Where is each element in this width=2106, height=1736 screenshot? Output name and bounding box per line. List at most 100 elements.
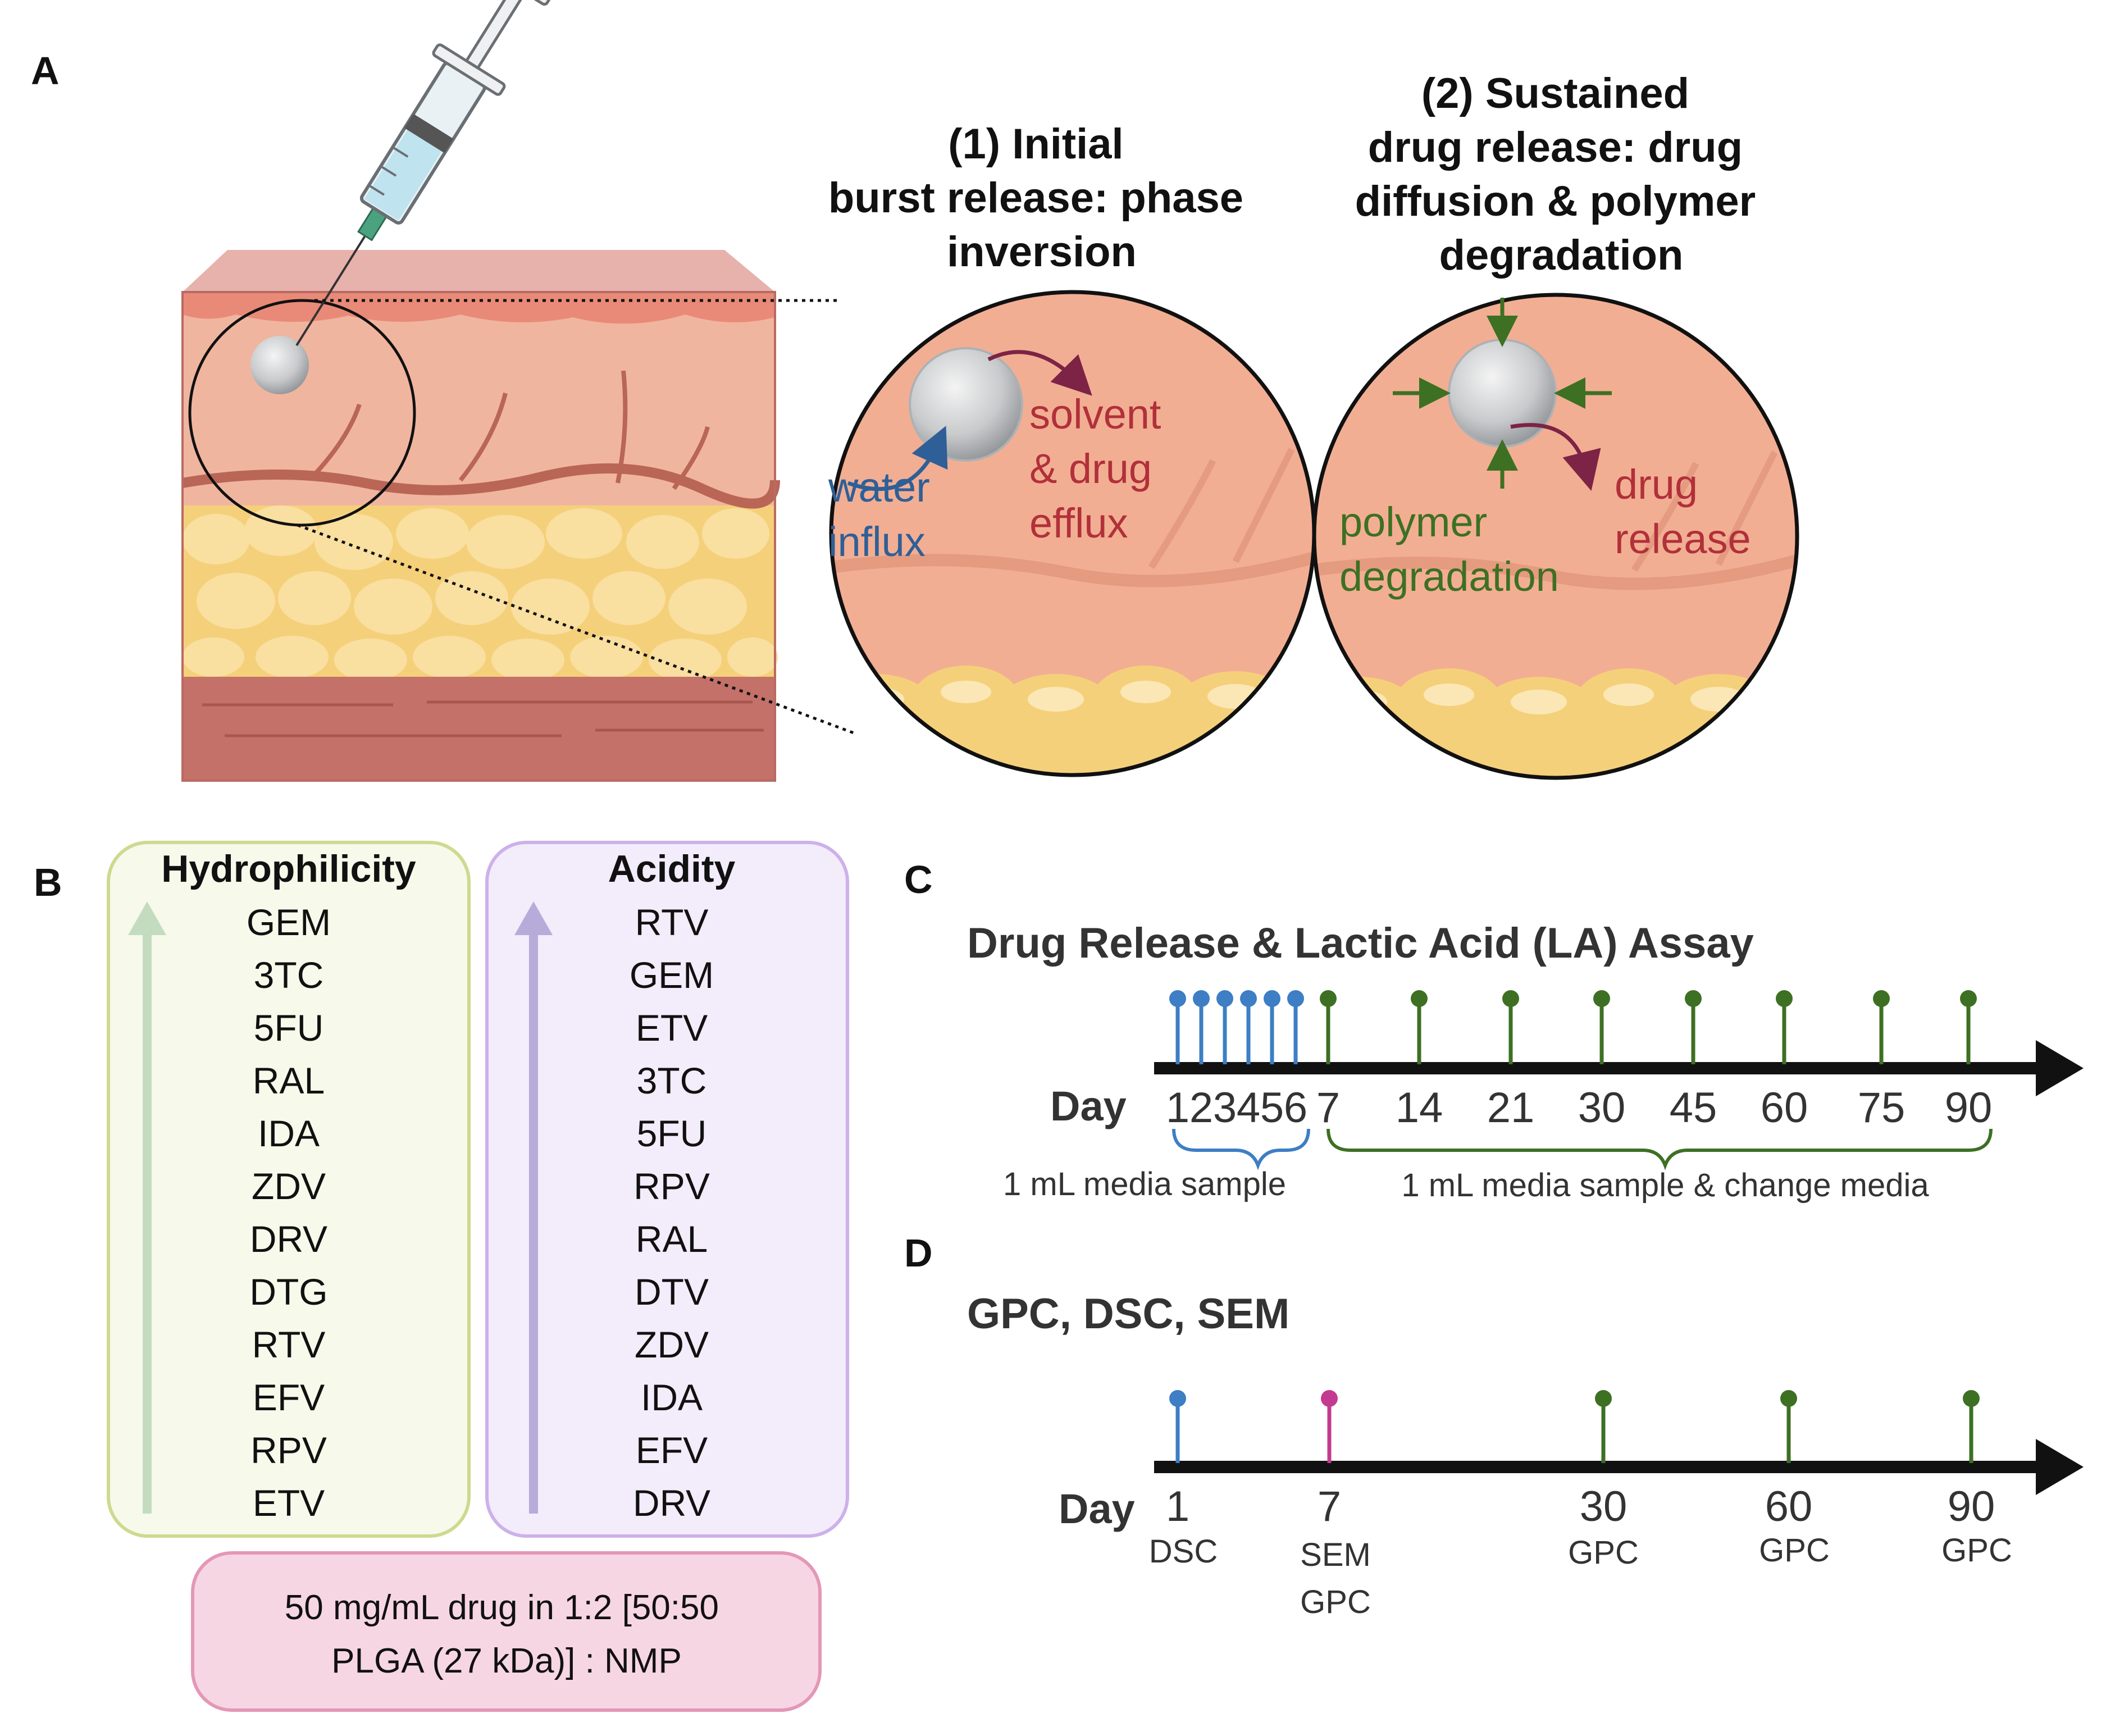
hydrophilicity-item: 3TC	[254, 954, 324, 996]
sample-stem	[1193, 990, 1210, 1064]
skin-top-surface	[183, 250, 775, 292]
assay-label: SEM	[1300, 1537, 1371, 1573]
acidity-item: RPV	[633, 1165, 710, 1207]
day-tick: 6	[1284, 1084, 1307, 1132]
blood-vessel	[181, 463, 780, 509]
hydrophilicity-item: IDA	[258, 1113, 320, 1154]
zoom-circle	[188, 299, 416, 527]
depot-bubble	[250, 336, 309, 394]
water-influx-arrow	[847, 426, 948, 491]
assay-stem	[1963, 1390, 1980, 1463]
day-tick: 1	[1166, 1084, 1189, 1132]
sample-stem	[1960, 990, 1977, 1064]
panel-c-arrowhead	[2036, 1040, 2084, 1096]
daily-sample-brace	[1172, 1128, 1310, 1170]
sample-stem	[1320, 990, 1337, 1064]
hydrophilicity-list: GEM 3TC 5FU RAL IDA ZDV DRV DTG RTV EFV …	[247, 901, 331, 1524]
day-tick: 7	[1318, 1483, 1341, 1530]
panel-d-day-label: Day	[1059, 1486, 1135, 1532]
formulation-text: 50 mg/mL drug in 1:2 [50:50 PLGA (27 kDa…	[285, 1588, 728, 1680]
day-tick: 7	[1316, 1084, 1340, 1132]
assay-label: DSC	[1149, 1533, 1218, 1570]
day-tick: 1	[1166, 1483, 1189, 1530]
assay-stem	[1595, 1390, 1612, 1463]
fat-cells	[183, 505, 778, 681]
panel-c-day-label: Day	[1050, 1083, 1127, 1129]
assay-stem	[1321, 1390, 1338, 1463]
formulation-box	[191, 1551, 822, 1712]
panel-c-stems	[1169, 990, 1977, 1064]
hydrophilicity-item: DRV	[250, 1218, 327, 1260]
day-tick: 2	[1189, 1084, 1213, 1132]
panel-c-day-ticks: 1 2 3 4 5 6 7 14 21 30 45 60 75 90	[1166, 1084, 1992, 1132]
change-note: 1 mL media sample & change media	[1401, 1167, 1929, 1204]
day-tick: 14	[1396, 1084, 1443, 1132]
drug-release-arrow	[1510, 423, 1601, 491]
stage1-title: (1) Initial burst release: phase inversi…	[828, 120, 1255, 276]
efflux-arrow	[987, 350, 1092, 396]
hydrophilicity-title: Hydrophilicity	[161, 848, 416, 890]
day-tick: 45	[1670, 1084, 1717, 1132]
vessel-branches	[313, 370, 710, 490]
panel-label-a: A	[31, 49, 60, 93]
panel-d-day-ticks: 1 7 30 60 90	[1166, 1483, 1995, 1530]
acidity-item: 3TC	[637, 1060, 707, 1101]
hydrophilicity-item: EFV	[253, 1377, 325, 1418]
acidity-item: RAL	[636, 1218, 708, 1260]
stage2-title: (2) Sustained drug release: drug diffusi…	[1355, 70, 1768, 279]
assay-label: GPC	[1300, 1584, 1371, 1620]
day-tick: 5	[1260, 1084, 1284, 1132]
panel-label-c: C	[904, 858, 933, 901]
sample-stem	[1287, 990, 1304, 1064]
acidity-item: 5FU	[637, 1113, 707, 1154]
degradation-arrows	[1393, 298, 1612, 489]
hydrophilicity-box	[107, 841, 471, 1538]
panel-label-b: B	[34, 860, 62, 904]
hydrophilicity-item: ZDV	[252, 1165, 326, 1207]
sample-stem	[1685, 990, 1702, 1064]
day-tick: 30	[1578, 1084, 1626, 1132]
hydrophilicity-item: RAL	[253, 1060, 325, 1101]
panel-d-title: GPC, DSC, SEM	[967, 1290, 1289, 1338]
sample-stem	[1240, 990, 1257, 1064]
panel-d-assay-labels: DSC SEM GPC GPC GPC GPC	[1149, 1532, 2012, 1620]
assay-label: GPC	[1941, 1532, 2012, 1569]
day-tick: 60	[1761, 1084, 1808, 1132]
assay-stem	[1169, 1390, 1186, 1463]
sample-stem	[1264, 990, 1280, 1064]
change-media-brace	[1326, 1128, 1993, 1170]
hydrophilicity-item: ETV	[253, 1482, 325, 1524]
hydrophilicity-item: 5FU	[254, 1007, 324, 1049]
panel-d-stems	[1169, 1390, 1980, 1463]
sample-stem	[1411, 990, 1428, 1064]
sample-stem	[1169, 990, 1186, 1064]
stage2-depot	[1448, 339, 1557, 448]
sample-note: 1 mL media sample	[1003, 1166, 1286, 1202]
sample-stem	[1593, 990, 1610, 1064]
skin-block	[181, 250, 780, 782]
drug-release-label: drug release	[1615, 461, 1751, 562]
acidity-item: DTV	[635, 1271, 709, 1313]
assay-stem	[1780, 1390, 1797, 1463]
acidity-list: RTV GEM ETV 3TC 5FU RPV RAL DTV ZDV IDA …	[630, 901, 714, 1524]
day-tick: 21	[1487, 1084, 1535, 1132]
acidity-item: IDA	[641, 1377, 703, 1418]
panel-label-d: D	[904, 1231, 933, 1275]
day-tick: 4	[1237, 1084, 1260, 1132]
hydrophilicity-item: GEM	[247, 901, 331, 943]
sample-stem	[1776, 990, 1793, 1064]
day-tick: 75	[1858, 1084, 1906, 1132]
muscle-lines	[202, 700, 764, 737]
acidity-item: ETV	[636, 1007, 708, 1049]
acidity-box	[485, 841, 849, 1538]
water-influx-label: water influx	[828, 464, 942, 565]
solvent-efflux-label: solvent & drug efflux	[1029, 391, 1173, 546]
day-tick: 90	[1945, 1084, 1993, 1132]
assay-label: GPC	[1759, 1532, 1830, 1569]
acidity-item: DRV	[633, 1482, 710, 1524]
panel-d-arrowhead	[2036, 1439, 2084, 1495]
day-tick: 90	[1948, 1483, 1995, 1530]
assay-label: GPC	[1568, 1534, 1639, 1571]
stage2-magnified-view	[1312, 293, 1799, 780]
